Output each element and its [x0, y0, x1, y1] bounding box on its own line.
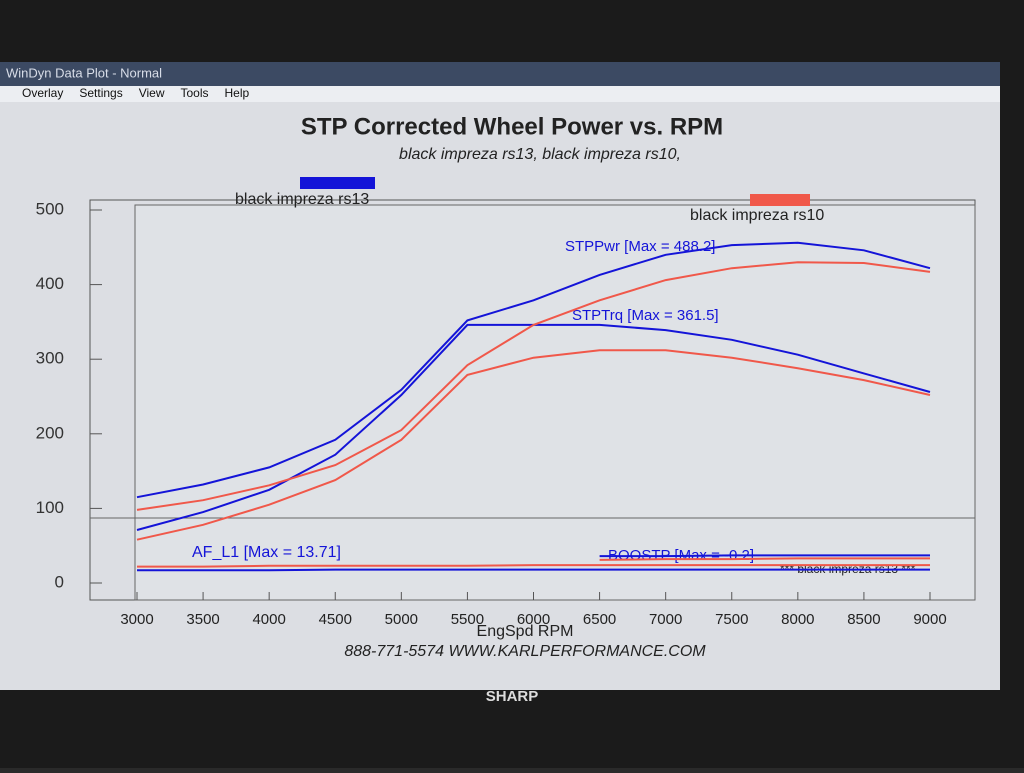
y-tick-label: 500 — [36, 199, 64, 218]
x-tick-label: 8000 — [781, 611, 814, 628]
boost-line — [599, 557, 930, 561]
annotation: STPTrq [Max = 361.5] — [572, 307, 719, 324]
x-tick-label: 7000 — [649, 611, 682, 628]
x-tick-label: 7500 — [715, 611, 748, 628]
footer: 888-771-5574 WWW.KARLPERFORMANCE.COM — [344, 643, 706, 660]
y-tick-label: 0 — [55, 572, 64, 591]
annotation: STPPwr [Max = 488.2] — [565, 238, 715, 255]
y-tick-label: 100 — [36, 498, 64, 517]
menu-item[interactable]: Tools — [181, 86, 209, 100]
menu-bar — [0, 86, 1000, 102]
menu-item[interactable]: View — [139, 86, 165, 100]
boost-line — [599, 554, 930, 558]
y-tick-label: 400 — [36, 274, 64, 293]
annotation: AF_L1 [Max = 13.71] — [192, 544, 341, 561]
menu-item[interactable]: Overlay — [22, 86, 63, 100]
af-line — [137, 564, 930, 568]
chart-title: STP Corrected Wheel Power vs. RPM — [301, 113, 723, 140]
x-tick-label: 3500 — [186, 611, 219, 628]
x-tick-label: 5500 — [451, 611, 484, 628]
chart-subtitle: black impreza rs13, black impreza rs10, — [399, 146, 681, 163]
legend-label: black impreza rs10 — [690, 207, 824, 224]
title-bar — [0, 62, 1000, 86]
legend-swatch — [750, 194, 810, 206]
x-tick-label: 3000 — [120, 611, 153, 628]
y-tick-label: 200 — [36, 423, 64, 442]
window-title: WinDyn Data Plot - Normal — [6, 65, 162, 80]
monitor-brand: SHARP — [486, 688, 539, 705]
plot-area — [134, 204, 976, 601]
power-line — [136, 241, 931, 499]
y-tick-label: 300 — [36, 349, 64, 368]
x-tick-label: 8500 — [847, 611, 880, 628]
x-tick-label: 4500 — [319, 611, 352, 628]
menu-item[interactable]: Help — [225, 86, 250, 100]
x-tick-label: 6500 — [583, 611, 616, 628]
legend-label: black impreza rs13 — [235, 191, 369, 208]
x-tick-label: 4000 — [252, 611, 285, 628]
menu: Overlay Settings View Tools Help — [22, 86, 250, 100]
x-tick-label: 9000 — [913, 611, 946, 628]
x-tick-label: 5000 — [385, 611, 418, 628]
legend-swatch — [300, 177, 375, 189]
power-line — [136, 261, 931, 511]
menu-item[interactable]: Settings — [79, 86, 122, 100]
x-axis-label: EngSpd RPM — [477, 623, 574, 640]
x-tick-label: 6000 — [517, 611, 550, 628]
torque-line — [136, 349, 931, 541]
af-line — [137, 568, 930, 572]
